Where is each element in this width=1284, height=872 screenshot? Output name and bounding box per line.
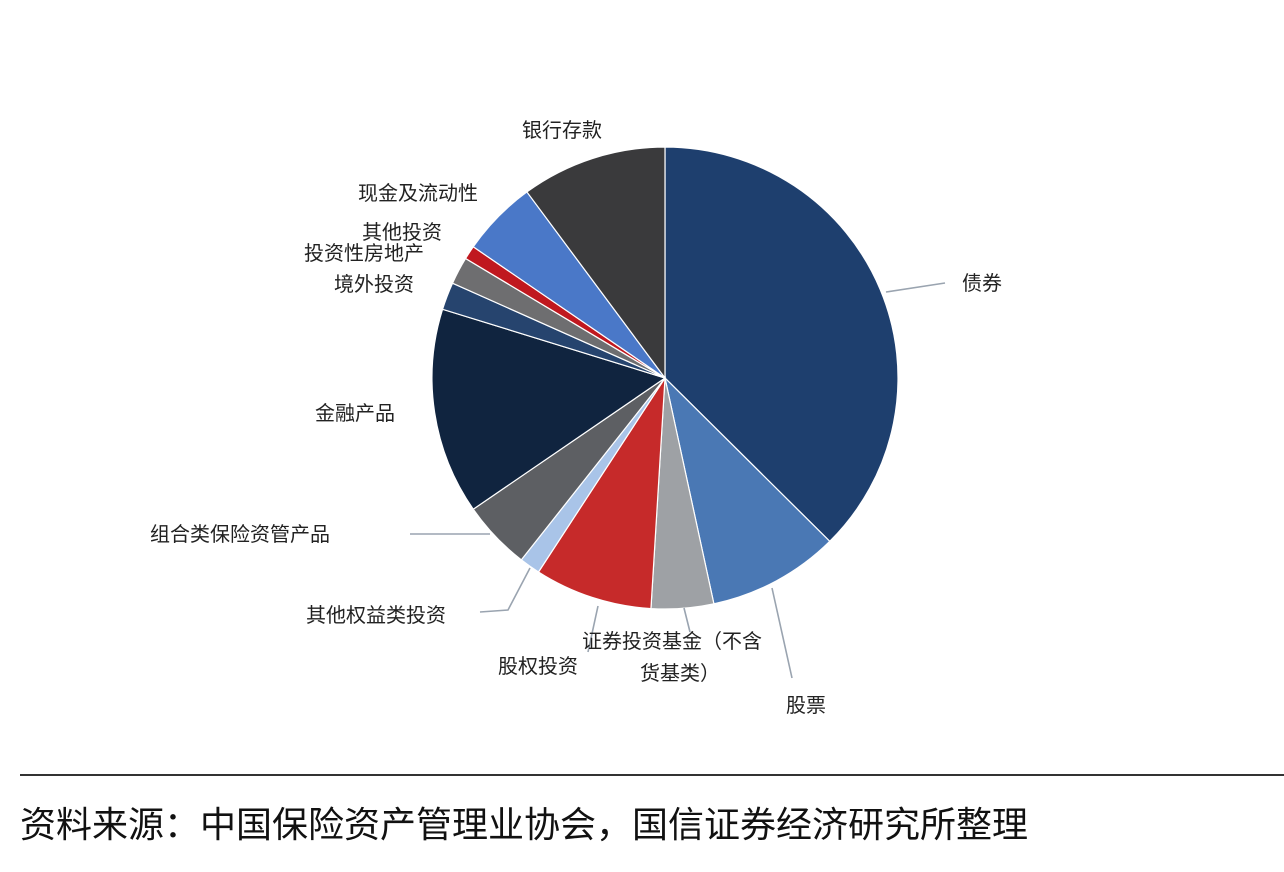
slice-label-equity-invest: 股权投资	[498, 654, 578, 678]
slice-label-cash: 现金及流动性	[358, 181, 478, 205]
slice-label-bank-deposit: 银行存款	[522, 118, 602, 142]
pie-slice-11	[526, 146, 666, 380]
leader-line-funds	[683, 607, 691, 633]
pie-slice-3	[537, 375, 666, 610]
slice-label-other-invest: 其他投资	[362, 220, 442, 244]
slice-label-stocks: 股票	[786, 693, 826, 717]
slice-label-real-estate: 投资性房地产	[304, 241, 424, 265]
pie-slice-1	[663, 376, 831, 605]
leader-line-equity-invest	[587, 605, 599, 653]
slice-label-funds-line2: 货基类）	[640, 661, 720, 685]
slice-label-combo-products: 组合类保险资管产品	[150, 522, 330, 546]
source-note: 资料来源：中国保险资产管理业协会，国信证券经济研究所整理	[20, 805, 1029, 846]
pie-slices	[431, 146, 899, 610]
slice-label-financial-products: 金融产品	[315, 401, 395, 425]
pie-slice-0	[664, 146, 899, 543]
pie-slice-6	[431, 308, 667, 511]
leader-line-stocks	[771, 587, 793, 679]
slice-label-bonds: 债券	[962, 271, 1002, 295]
footer-divider	[20, 774, 1284, 776]
slice-label-funds-line1: 证券投资基金（不含	[582, 629, 762, 653]
slice-label-overseas: 境外投资	[334, 272, 414, 296]
leader-lines	[410, 282, 946, 679]
slice-label-other-equity: 其他权益类投资	[306, 603, 446, 627]
leader-line-other-equity	[479, 567, 531, 613]
slice-labels: 债券 股票 证券投资基金（不含 货基类） 股权投资 其他权益类投资 组合类保险资…	[150, 118, 1002, 717]
leader-line-bonds	[885, 282, 946, 293]
